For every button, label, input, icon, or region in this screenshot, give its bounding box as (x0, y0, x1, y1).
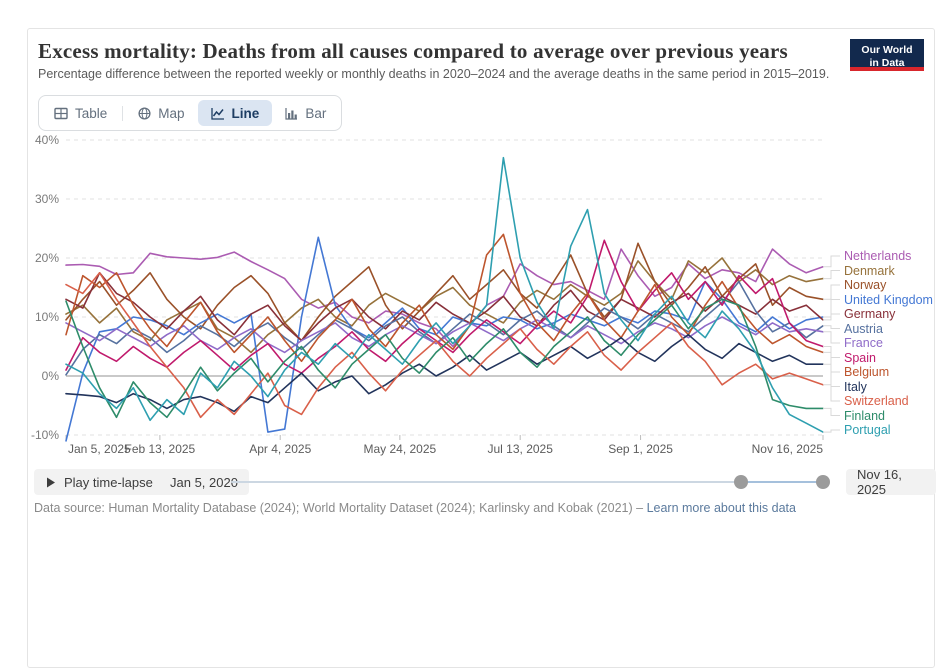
source-separator: – (632, 501, 647, 515)
slider-start-handle[interactable] (734, 475, 749, 489)
series-line-france (65, 316, 824, 354)
legend-connector (823, 407, 840, 416)
y-tick-label: 20% (35, 251, 59, 265)
series-line-switzerland (65, 272, 824, 419)
x-tick-label: May 24, 2025 (363, 442, 436, 456)
legend-connector (823, 284, 840, 300)
tab-bar[interactable]: Bar (272, 100, 339, 126)
x-tick-label: Apr 4, 2025 (249, 442, 311, 456)
slider-selected-range[interactable] (741, 481, 823, 483)
page-title: Excess mortality: Deaths from all causes… (38, 39, 788, 63)
legend-label-belgium[interactable]: Belgium (844, 365, 890, 379)
y-tick-label: -10% (31, 428, 59, 442)
legend-label-spain[interactable]: Spain (844, 350, 876, 365)
legend-label-portugal[interactable]: Portugal (844, 423, 891, 437)
legend-label-netherlands[interactable]: Netherlands (844, 249, 912, 263)
logo-line1: Our World (861, 44, 913, 56)
legend-connector (823, 429, 840, 433)
series-line-portugal (65, 156, 824, 433)
legend-connector (823, 313, 840, 321)
y-tick-label: 30% (35, 192, 59, 206)
tab-divider (122, 105, 124, 121)
chart-card: Excess mortality: Deaths from all causes… (27, 28, 936, 668)
legend-label-united-kingdom[interactable]: United Kingdom (844, 292, 933, 307)
tab-label: Map (158, 105, 185, 121)
x-tick-label: Nov 16, 2025 (752, 442, 824, 456)
timeline-controls: Play time-lapse Jan 5, 2020 Nov 16, 2025 (28, 467, 936, 497)
play-timelapse-button[interactable]: Play time-lapse (34, 469, 165, 495)
chart-subtitle: Percentage difference between the report… (38, 67, 830, 81)
legend-label-germany[interactable]: Germany (844, 307, 896, 321)
x-tick-label: Feb 13, 2025 (125, 442, 196, 456)
series-line-united-kingdom (65, 236, 824, 442)
slider-track[interactable] (231, 481, 823, 483)
legend-connector (823, 299, 840, 318)
legend-connector (823, 331, 840, 344)
slider-end-handle[interactable] (816, 475, 830, 489)
legend-connector (823, 363, 840, 387)
tab-line[interactable]: Line (197, 100, 273, 126)
tab-label: Line (231, 105, 260, 121)
globe-icon (138, 106, 151, 120)
legend-connector (823, 270, 840, 280)
legend-label-denmark[interactable]: Denmark (844, 263, 895, 278)
y-tick-label: 0% (42, 369, 60, 383)
y-tick-label: 40% (35, 133, 59, 147)
line-chart-icon (210, 107, 225, 120)
x-tick-label: Jan 5, 2025 (68, 442, 131, 456)
line-chart: 40% 30% 20% 10% 0% -10% Jan 5, 2025 Feb 13, 202… (28, 129, 936, 467)
series-line-norway (65, 242, 824, 342)
play-icon (47, 477, 55, 487)
legend-connector (823, 351, 840, 373)
chart-type-tabs: Table Map Line Bar (38, 95, 343, 131)
legend-label-switzerland[interactable]: Switzerland (844, 394, 909, 408)
series-line-spain (65, 239, 824, 374)
series-line-italy (65, 333, 824, 413)
table-icon (54, 107, 68, 120)
x-tick-label: Sep 1, 2025 (608, 442, 673, 456)
y-tick-label: 10% (35, 310, 59, 324)
logo-line2: in Data (869, 57, 905, 70)
legend-label-france[interactable]: France (844, 336, 883, 350)
legend-label-austria[interactable]: Austria (844, 321, 883, 336)
source-text: Data source: Human Mortality Database (2… (34, 501, 633, 515)
timeline-slider (231, 469, 830, 495)
tab-map[interactable]: Map (125, 100, 197, 126)
legend-connector (823, 255, 840, 268)
legend-label-italy[interactable]: Italy (844, 379, 867, 394)
series-line-finland (65, 298, 824, 419)
legend-label-norway[interactable]: Norway (844, 278, 887, 292)
x-tick-label: Jul 13, 2025 (488, 442, 554, 456)
bar-chart-icon (285, 107, 298, 120)
legend-connector (823, 384, 840, 402)
tab-label: Bar (305, 105, 327, 121)
timeline-end-date[interactable]: Nov 16, 2025 (846, 467, 936, 497)
series-line-germany (65, 272, 824, 342)
legend-connector (823, 325, 840, 329)
owid-logo[interactable]: Our World in Data (850, 39, 924, 71)
learn-more-link[interactable]: Learn more about this data (646, 501, 796, 515)
legend-label-finland[interactable]: Finland (844, 408, 885, 423)
play-timelapse-label: Play time-lapse (64, 474, 153, 490)
series-line-belgium (65, 233, 824, 363)
source-footer: Data source: Human Mortality Database (2… (34, 501, 914, 515)
series-line-denmark (65, 257, 824, 354)
tab-table[interactable]: Table (41, 100, 120, 126)
tab-label: Table (75, 105, 108, 121)
